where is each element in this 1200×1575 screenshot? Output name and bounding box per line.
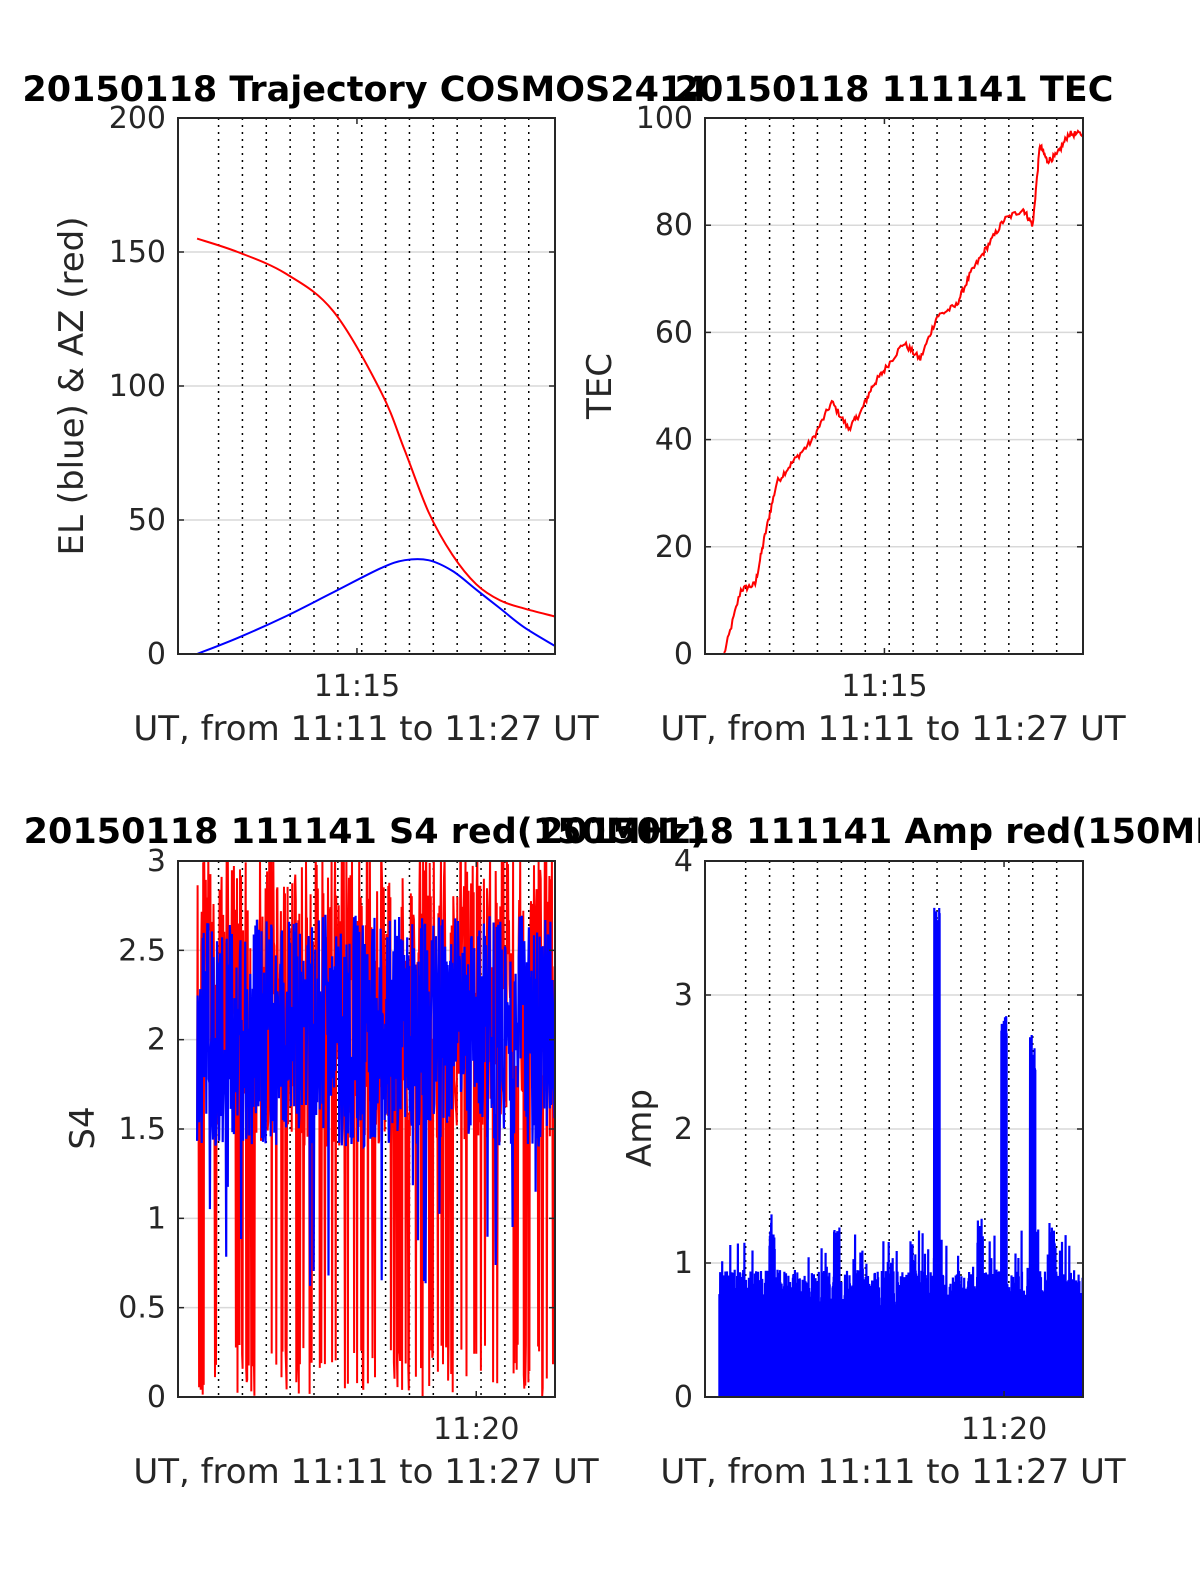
trajectory-title: 20150118 Trajectory COSMOS2414 [22,70,707,110]
amp-xtick-label: 11:20 [961,1412,1047,1447]
amp-ytick-label: 0 [674,1380,693,1415]
trajectory-xtick-label: 11:15 [314,669,400,704]
amp-plot-area [718,907,1083,1397]
amp-ytick-label: 2 [674,1112,693,1147]
s4-ylabel: S4 [63,1106,103,1149]
amp-ylabel: Amp [620,1089,660,1167]
tec-ytick-label: 40 [655,423,693,458]
s4-ytick-label: 0.5 [118,1291,166,1326]
s4-ytick-label: 0 [147,1380,166,1415]
trajectory-series-blue [196,558,555,654]
tec-series-red [723,129,1083,654]
tec-ylabel: TEC [580,353,620,420]
s4-xtick-label: 11:20 [433,1412,519,1447]
s4-xlabel: UT, from 11:11 to 11:27 UT [133,1452,599,1492]
panel-tec: 20150118 111141 TEC TEC UT, from 11:11 t… [580,70,1126,749]
s4-title: 20150118 111141 S4 red(150MHz) [24,812,707,852]
amp-ytick-label: 3 [674,978,693,1013]
trajectory-series-red [196,237,555,618]
trajectory-ytick-label: 150 [109,235,166,270]
s4-ytick-label: 1.5 [118,1112,166,1147]
trajectory-ytick-label: 50 [128,503,166,538]
trajectory-ylabel: EL (blue) & AZ (red) [52,216,92,555]
tec-plot-area [723,129,1083,654]
amp-xlabel: UT, from 11:11 to 11:27 UT [660,1452,1126,1492]
s4-ytick-label: 3 [147,844,166,879]
trajectory-plot-area [196,237,555,654]
s4-ytick-label: 1 [147,1201,166,1236]
tec-ytick-label: 80 [655,208,693,243]
tec-xlabel: UT, from 11:11 to 11:27 UT [660,709,1126,749]
tec-axes-box [704,117,1084,655]
tec-ytick-label: 0 [674,637,693,672]
s4-plot-area [196,861,555,1397]
tec-ytick-label: 20 [655,530,693,565]
s4-ytick-label: 2.5 [118,933,166,968]
trajectory-ytick-label: 0 [147,637,166,672]
tec-xtick-label: 11:15 [841,669,927,704]
s4-ytick-label: 2 [147,1023,166,1058]
tec-ytick-label: 60 [655,315,693,350]
trajectory-ytick-label: 100 [109,369,166,404]
amp-ytick-label: 1 [674,1246,693,1281]
trajectory-xlabel: UT, from 11:11 to 11:27 UT [133,709,599,749]
tec-ytick-label: 100 [636,101,693,136]
panel-trajectory: 20150118 Trajectory COSMOS2414 EL (blue)… [22,70,707,749]
amp-ytick-label: 4 [674,844,693,879]
s4-series-blue [196,914,555,1286]
tec-title: 20150118 111141 TEC [675,70,1114,110]
panel-s4: 20150118 111141 S4 red(150MHz) S4 UT, fr… [24,812,707,1492]
amp-title: 20150118 111141 Amp red(150MHz) [539,812,1200,852]
panel-amp: 20150118 111141 Amp red(150MHz) Amp UT, … [539,812,1200,1492]
trajectory-ytick-label: 200 [109,101,166,136]
amp-series-blue [718,907,1083,1397]
